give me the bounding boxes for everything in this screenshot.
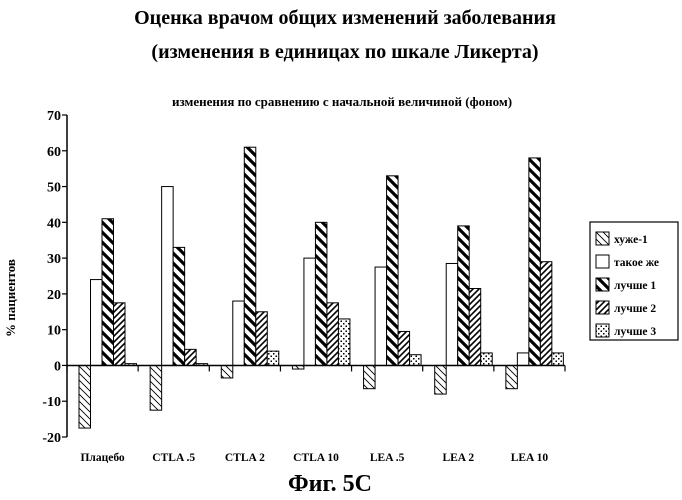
bar-3-2	[172, 246, 186, 366]
bar-5-5	[409, 354, 422, 366]
legend-swatch	[595, 231, 610, 246]
bar-1-2	[149, 364, 163, 411]
y-tick-label: 60	[47, 145, 61, 160]
bar-5-7	[551, 352, 564, 366]
x-tick-label: CTLA .5	[152, 452, 195, 464]
x-tick-label: Плацебо	[80, 452, 124, 464]
bar-5-3	[266, 350, 280, 366]
legend-swatch	[595, 323, 610, 338]
bar-2-6	[445, 262, 459, 366]
y-axis-label: % пациентов	[3, 259, 18, 337]
figure-caption: Фиг. 5С	[288, 471, 372, 497]
bar-4-6	[468, 288, 482, 366]
legend-label: лучше 2	[614, 303, 656, 315]
bar-4-4	[326, 302, 339, 366]
bar-2-5	[374, 266, 388, 366]
bar-4-3	[255, 311, 268, 366]
y-tick-label: 0	[54, 359, 61, 374]
legend-label: лучше 3	[614, 326, 656, 338]
bar-3-6	[457, 225, 470, 366]
y-tick-label: 10	[47, 324, 61, 339]
bar-series-group	[78, 146, 564, 429]
bar-1-7	[505, 364, 518, 390]
bar-5-4	[337, 318, 351, 366]
bar-4-5	[397, 330, 411, 366]
legend-swatch	[595, 254, 610, 269]
x-tick-label: LEA .5	[370, 452, 405, 464]
bar-2-7	[516, 352, 530, 366]
bar-2-2	[161, 186, 174, 366]
legend-label: хуже-1	[614, 234, 648, 246]
x-tick-label: LEA 10	[511, 452, 549, 464]
bar-3-4	[314, 221, 328, 366]
legend-swatch	[595, 300, 610, 315]
legend-label: лучше 1	[614, 280, 656, 292]
bar-4-7	[539, 261, 553, 366]
bar-3-5	[386, 175, 399, 366]
bar-4-2	[184, 348, 197, 366]
bar-1-3	[220, 364, 234, 379]
y-tick-label: 20	[47, 288, 61, 303]
bar-2-1	[90, 279, 103, 366]
bar-3-7	[528, 157, 541, 366]
bar-2-4	[303, 257, 316, 366]
bar-3-3	[243, 146, 257, 366]
legend-label: такое же	[614, 257, 659, 269]
y-tick-label: -10	[42, 395, 61, 410]
chart-legend: хуже-1 такое же лучше 1 лучше 2 лучше 3	[589, 221, 679, 341]
legend-swatch	[595, 277, 610, 292]
bar-1-5	[363, 364, 376, 390]
x-axis: Плацебо CTLA .5 CTLA 2 CTLA 10 LEA .5 LEA 2 LE…	[66, 364, 566, 464]
y-tick-label: 40	[47, 216, 61, 231]
y-tick-label: 50	[47, 181, 61, 196]
bar-4-1	[113, 302, 126, 366]
x-tick-label: CTLA 10	[293, 452, 339, 464]
chart-subtitle: изменения по сравнению с начальной велич…	[172, 94, 512, 109]
y-tick-label: 30	[47, 252, 61, 267]
chart-title-line2: (изменения в единицах по шкале Ликерта)	[151, 41, 538, 63]
x-tick-label: CTLA 2	[225, 452, 265, 464]
y-axis: -20 -10 0 10 20 30 40 50 60 70	[42, 109, 68, 446]
chart-title-line1: Оценка врачом общих изменений заболевани…	[134, 7, 556, 29]
x-tick-label: LEA 2	[442, 452, 474, 464]
bar-5-6	[480, 352, 493, 366]
bar-1-6	[434, 364, 447, 395]
bar-3-1	[101, 218, 114, 366]
bar-1-1	[78, 364, 91, 429]
bar-2-3	[232, 300, 245, 366]
y-tick-label: 70	[47, 109, 61, 124]
y-tick-label: -20	[42, 431, 61, 446]
